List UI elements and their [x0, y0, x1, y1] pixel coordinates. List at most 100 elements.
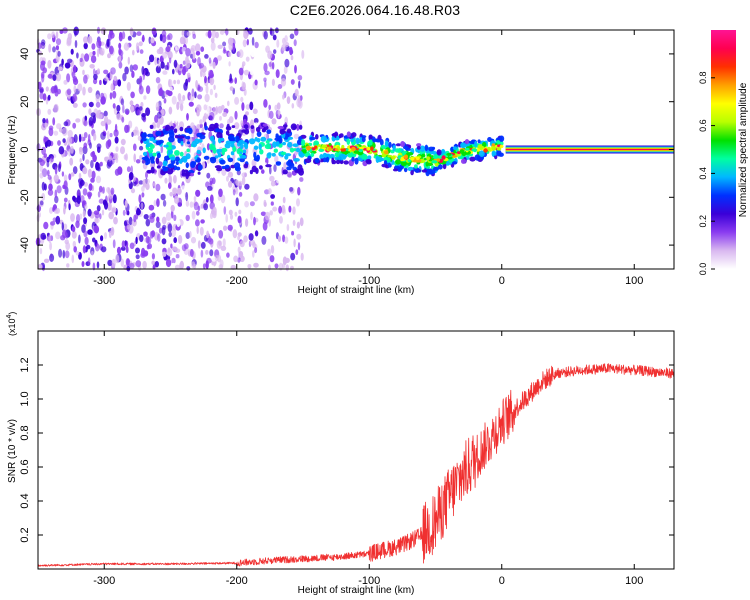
noise-speckle	[158, 166, 161, 175]
noise-speckle	[139, 106, 143, 111]
noise-speckle	[207, 30, 212, 39]
noise-speckle	[253, 117, 259, 124]
band-blob	[155, 140, 162, 146]
band-blob	[218, 137, 222, 144]
noise-speckle	[65, 242, 71, 251]
noise-speckle	[88, 101, 94, 108]
noise-speckle	[55, 38, 62, 46]
noise-speckle	[250, 211, 253, 221]
band-blob	[424, 144, 429, 151]
noise-speckle	[293, 133, 300, 140]
band-blob	[432, 166, 440, 171]
band-blob	[188, 127, 193, 135]
noise-speckle	[111, 206, 117, 214]
spectrogram-y-label: Frequency (Hz)	[7, 116, 18, 185]
noise-speckle	[100, 27, 107, 35]
noise-speckle	[238, 180, 243, 187]
noise-speckle	[179, 260, 184, 270]
noise-speckle	[296, 221, 300, 229]
band-blob	[498, 152, 504, 157]
noise-speckle	[229, 73, 232, 82]
noise-speckle	[234, 122, 240, 130]
band-blob	[264, 143, 272, 150]
colorbar-tick-label: 0.8	[698, 72, 708, 85]
noise-speckle	[170, 210, 174, 219]
noise-speckle	[176, 79, 181, 85]
x-tick-label: -300	[93, 575, 115, 587]
noise-speckle	[283, 162, 287, 170]
band-blob	[298, 124, 303, 130]
noise-speckle	[62, 138, 66, 144]
noise-speckle	[126, 224, 130, 230]
noise-speckle	[284, 257, 290, 263]
noise-speckle	[277, 109, 280, 119]
noise-speckle	[102, 199, 107, 206]
noise-speckle	[237, 215, 242, 224]
noise-speckle	[249, 69, 254, 76]
noise-speckle	[113, 75, 118, 81]
noise-speckle	[292, 219, 296, 226]
noise-speckle	[114, 152, 119, 161]
noise-speckle	[57, 140, 61, 146]
noise-speckle	[118, 42, 122, 50]
noise-speckle	[243, 69, 250, 76]
noise-speckle	[83, 132, 88, 139]
colorbar-gradient	[711, 30, 736, 269]
noise-speckle	[121, 116, 125, 123]
noise-speckle	[238, 209, 242, 215]
noise-speckle	[227, 224, 233, 231]
band-blob	[265, 164, 272, 168]
ridge-spot	[496, 147, 502, 151]
band-blob	[185, 162, 189, 169]
noise-speckle	[199, 226, 204, 236]
noise-speckle	[118, 55, 122, 62]
noise-speckle	[63, 180, 68, 190]
noise-speckle	[63, 197, 68, 203]
colorbar-label: Normalized spectral amplitude	[738, 82, 749, 217]
noise-speckle	[285, 264, 289, 272]
noise-speckle	[136, 208, 141, 216]
noise-speckle	[168, 182, 172, 189]
noise-speckle	[79, 149, 84, 155]
noise-speckle	[226, 175, 229, 182]
spectrogram-band	[141, 122, 505, 177]
y-tick-label: 0.8	[19, 425, 31, 440]
noise-speckle	[200, 46, 205, 52]
band-blob	[185, 136, 191, 140]
noise-speckle	[191, 210, 196, 220]
noise-speckle	[218, 188, 223, 198]
noise-speckle	[209, 88, 213, 96]
tone-band-layer	[505, 149, 674, 150]
noise-speckle	[290, 79, 295, 85]
spectrogram-ridge	[301, 143, 674, 164]
ridge-spot	[403, 154, 408, 160]
noise-speckle	[47, 73, 53, 79]
noise-speckle	[42, 117, 46, 124]
noise-speckle	[114, 123, 118, 133]
band-blob	[343, 160, 349, 165]
noise-speckle	[186, 72, 191, 78]
noise-speckle	[205, 84, 209, 94]
band-blob	[150, 166, 155, 174]
noise-speckle	[222, 238, 226, 247]
noise-speckle	[284, 58, 290, 68]
noise-speckle	[78, 133, 82, 143]
noise-speckle	[268, 264, 271, 271]
noise-speckle	[53, 174, 59, 183]
band-blob	[250, 125, 255, 129]
band-blob	[286, 128, 292, 134]
noise-speckle	[112, 194, 117, 204]
band-blob	[387, 163, 392, 168]
band-blob	[368, 134, 373, 140]
noise-speckle	[215, 31, 219, 39]
noise-speckle	[144, 178, 150, 185]
noise-speckle	[167, 223, 173, 233]
noise-speckle	[165, 46, 171, 53]
noise-speckle	[136, 130, 140, 137]
y-tick-label: 20	[19, 96, 31, 108]
noise-speckle	[122, 209, 126, 216]
band-blob	[292, 166, 297, 171]
noise-speckle	[55, 215, 61, 225]
band-blob	[195, 158, 201, 163]
band-blob	[142, 151, 148, 156]
